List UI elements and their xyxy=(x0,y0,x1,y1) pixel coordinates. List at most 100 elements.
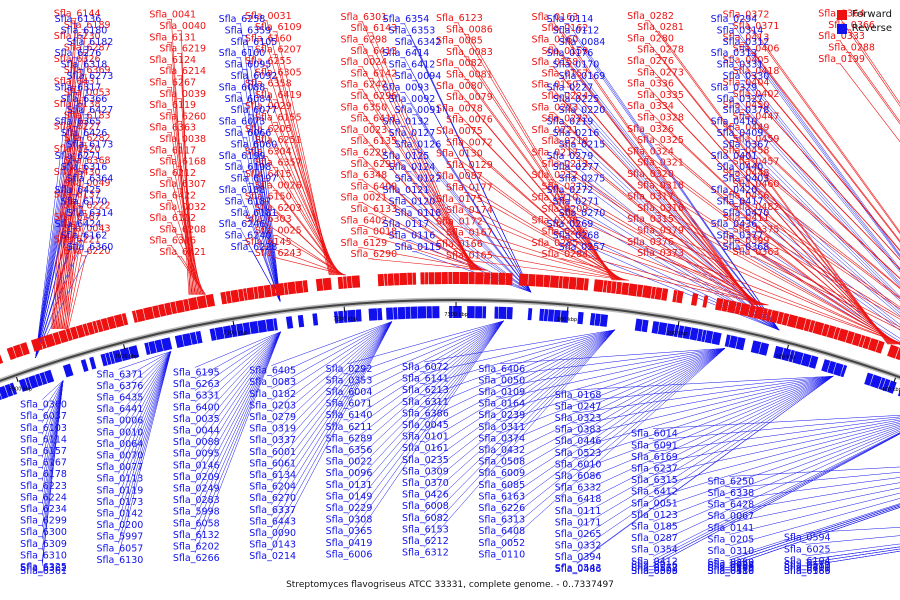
reverse-gene-label: Sfla_0401 xyxy=(711,151,758,162)
reverse-gene-label: Sfla_0077 xyxy=(97,462,144,473)
forward-connector xyxy=(744,132,900,279)
reverse-connector xyxy=(410,172,532,293)
reverse-gene-label: Sfla_6337 xyxy=(249,505,296,516)
forward-connector xyxy=(52,29,87,330)
forward-gene-label: Sfla_0213 xyxy=(542,159,589,170)
reverse-gene-label: Sfla_0146 xyxy=(173,460,220,471)
forward-gene-label: Sfla_0224 xyxy=(542,91,589,102)
scale-tick-label: 200 kbp xyxy=(667,331,687,337)
reverse-gene-label: Sfla_6178 xyxy=(20,469,67,480)
reverse-connector xyxy=(574,69,780,331)
forward-connector xyxy=(648,223,900,344)
reverse-gene-label: Sfla_6364 xyxy=(67,174,114,185)
reverse-gene-label: Sfla_6008 xyxy=(402,501,449,512)
reverse-connector xyxy=(576,375,834,414)
forward-gene-label: Sfla_0023 xyxy=(340,125,387,136)
forward-gene-label: Sfla_6419 xyxy=(255,90,302,101)
reverse-gene-label: Sfla_6114 xyxy=(20,434,67,445)
forward-connector xyxy=(372,33,472,271)
reverse-gene-label: Sfla_6325 xyxy=(20,562,67,573)
forward-connector xyxy=(362,225,486,271)
reverse-gene-label: Sfla_6169 xyxy=(631,452,678,463)
forward-connector xyxy=(51,18,77,330)
forward-connector xyxy=(839,63,900,143)
forward-gene-label: Sfla_0218 xyxy=(542,136,589,147)
reverse-gene-label: Sfla_0265 xyxy=(555,529,602,540)
forward-connector xyxy=(60,154,77,330)
forward-connector xyxy=(276,190,342,276)
reverse-connector xyxy=(41,380,64,516)
reverse-connector xyxy=(194,331,281,438)
reverse-gene-label: Sfla_0549 xyxy=(707,563,754,574)
forward-gene-label: Sfla_6291 xyxy=(350,159,397,170)
reverse-gene-label: Sfla_6037 xyxy=(20,411,67,422)
forward-connector xyxy=(362,202,484,271)
reverse-gene-label: Sfla_6095 xyxy=(225,60,272,71)
forward-connector xyxy=(276,122,337,276)
reverse-gene-label: Sfla_6001 xyxy=(249,447,296,458)
reverse-gene-label: Sfla_0220 xyxy=(559,105,606,116)
reverse-gene-label: Sfla_6186 xyxy=(784,566,831,577)
reverse-gene-label: Sfla_0010 xyxy=(97,427,144,438)
reverse-gene-label: Sfla_0088 xyxy=(173,437,220,448)
forward-gene-label: Sfla_0372 xyxy=(723,10,770,21)
reverse-gene-label: Sfla_6199 xyxy=(219,151,266,162)
reverse-connector xyxy=(423,329,616,444)
reverse-cds-arrow xyxy=(230,324,238,338)
forward-gene-label: Sfla_0217 xyxy=(532,147,579,158)
forward-connector xyxy=(754,98,900,261)
forward-connector xyxy=(276,167,340,276)
reverse-gene-label: Sfla_0090 xyxy=(249,528,296,539)
forward-cds-arrow xyxy=(253,286,259,300)
reverse-cds-arrow xyxy=(657,322,668,336)
reverse-gene-label: Sfla_0215 xyxy=(559,139,606,150)
reverse-cds-arrow xyxy=(750,340,762,354)
forward-gene-label: Sfla_6222 xyxy=(64,201,111,212)
forward-connector xyxy=(65,221,77,330)
forward-gene-label: Sfla_0081 xyxy=(446,70,493,81)
forward-cds-arrow xyxy=(691,293,699,306)
scale-tick xyxy=(15,376,19,382)
reverse-gene-label: Sfla_6134 xyxy=(249,470,296,481)
forward-connector xyxy=(744,64,900,252)
forward-gene-label: Sfla_6367 xyxy=(54,212,101,223)
reverse-connector xyxy=(347,320,504,504)
reverse-gene-label: Sfla_6010 xyxy=(555,459,602,470)
forward-cds-arrow xyxy=(143,306,155,321)
reverse-connector xyxy=(252,80,281,302)
reverse-gene-label: Sfla_6418 xyxy=(555,494,602,505)
forward-gene-label: Sfla_6430 xyxy=(54,167,101,178)
forward-cds-arrow xyxy=(315,278,324,292)
forward-cds-arrow xyxy=(75,324,86,338)
reverse-gene-label: Sfla_6312 xyxy=(402,548,449,559)
reverse-connector xyxy=(653,427,900,522)
reverse-connector xyxy=(738,103,900,285)
reverse-cds-arrow xyxy=(209,328,217,341)
reverse-connector xyxy=(118,351,171,370)
reverse-connector xyxy=(500,348,726,434)
reverse-connector xyxy=(805,548,900,564)
reverse-gene-label: Sfla_6371 xyxy=(97,369,144,380)
forward-connector xyxy=(553,44,754,306)
reverse-connector xyxy=(500,348,726,504)
forward-feature-lines xyxy=(51,18,900,345)
reverse-gene-label: Sfla_0562 xyxy=(631,563,678,574)
reverse-connector xyxy=(653,416,900,441)
reverse-gene-label: Sfla_0412 xyxy=(631,556,678,567)
reverse-gene-label: Sfla_0470 xyxy=(723,208,770,219)
reverse-gene-label: Sfla_0214 xyxy=(249,551,296,562)
forward-connector xyxy=(457,45,615,281)
reverse-connector xyxy=(271,321,393,517)
reverse-gene-label: Sfla_0095 xyxy=(173,449,220,460)
scale-tick-label: 400 kbp xyxy=(881,387,900,393)
reverse-gene-label: Sfla_6309 xyxy=(20,539,67,550)
reverse-gene-label: Sfla_0444 xyxy=(707,560,754,571)
reverse-gene-label: Sfla_6425 xyxy=(55,185,102,196)
forward-gene-label: Sfla_0315 xyxy=(627,214,674,225)
forward-cds-arrow xyxy=(152,305,161,319)
forward-cds-arrow xyxy=(615,281,622,295)
reverse-connector xyxy=(652,430,900,545)
reverse-gene-label: Sfla_6342 xyxy=(395,37,442,48)
forward-gene-label: Sfla_0210 xyxy=(532,193,579,204)
reverse-gene-label: Sfla_0417 xyxy=(717,196,764,207)
